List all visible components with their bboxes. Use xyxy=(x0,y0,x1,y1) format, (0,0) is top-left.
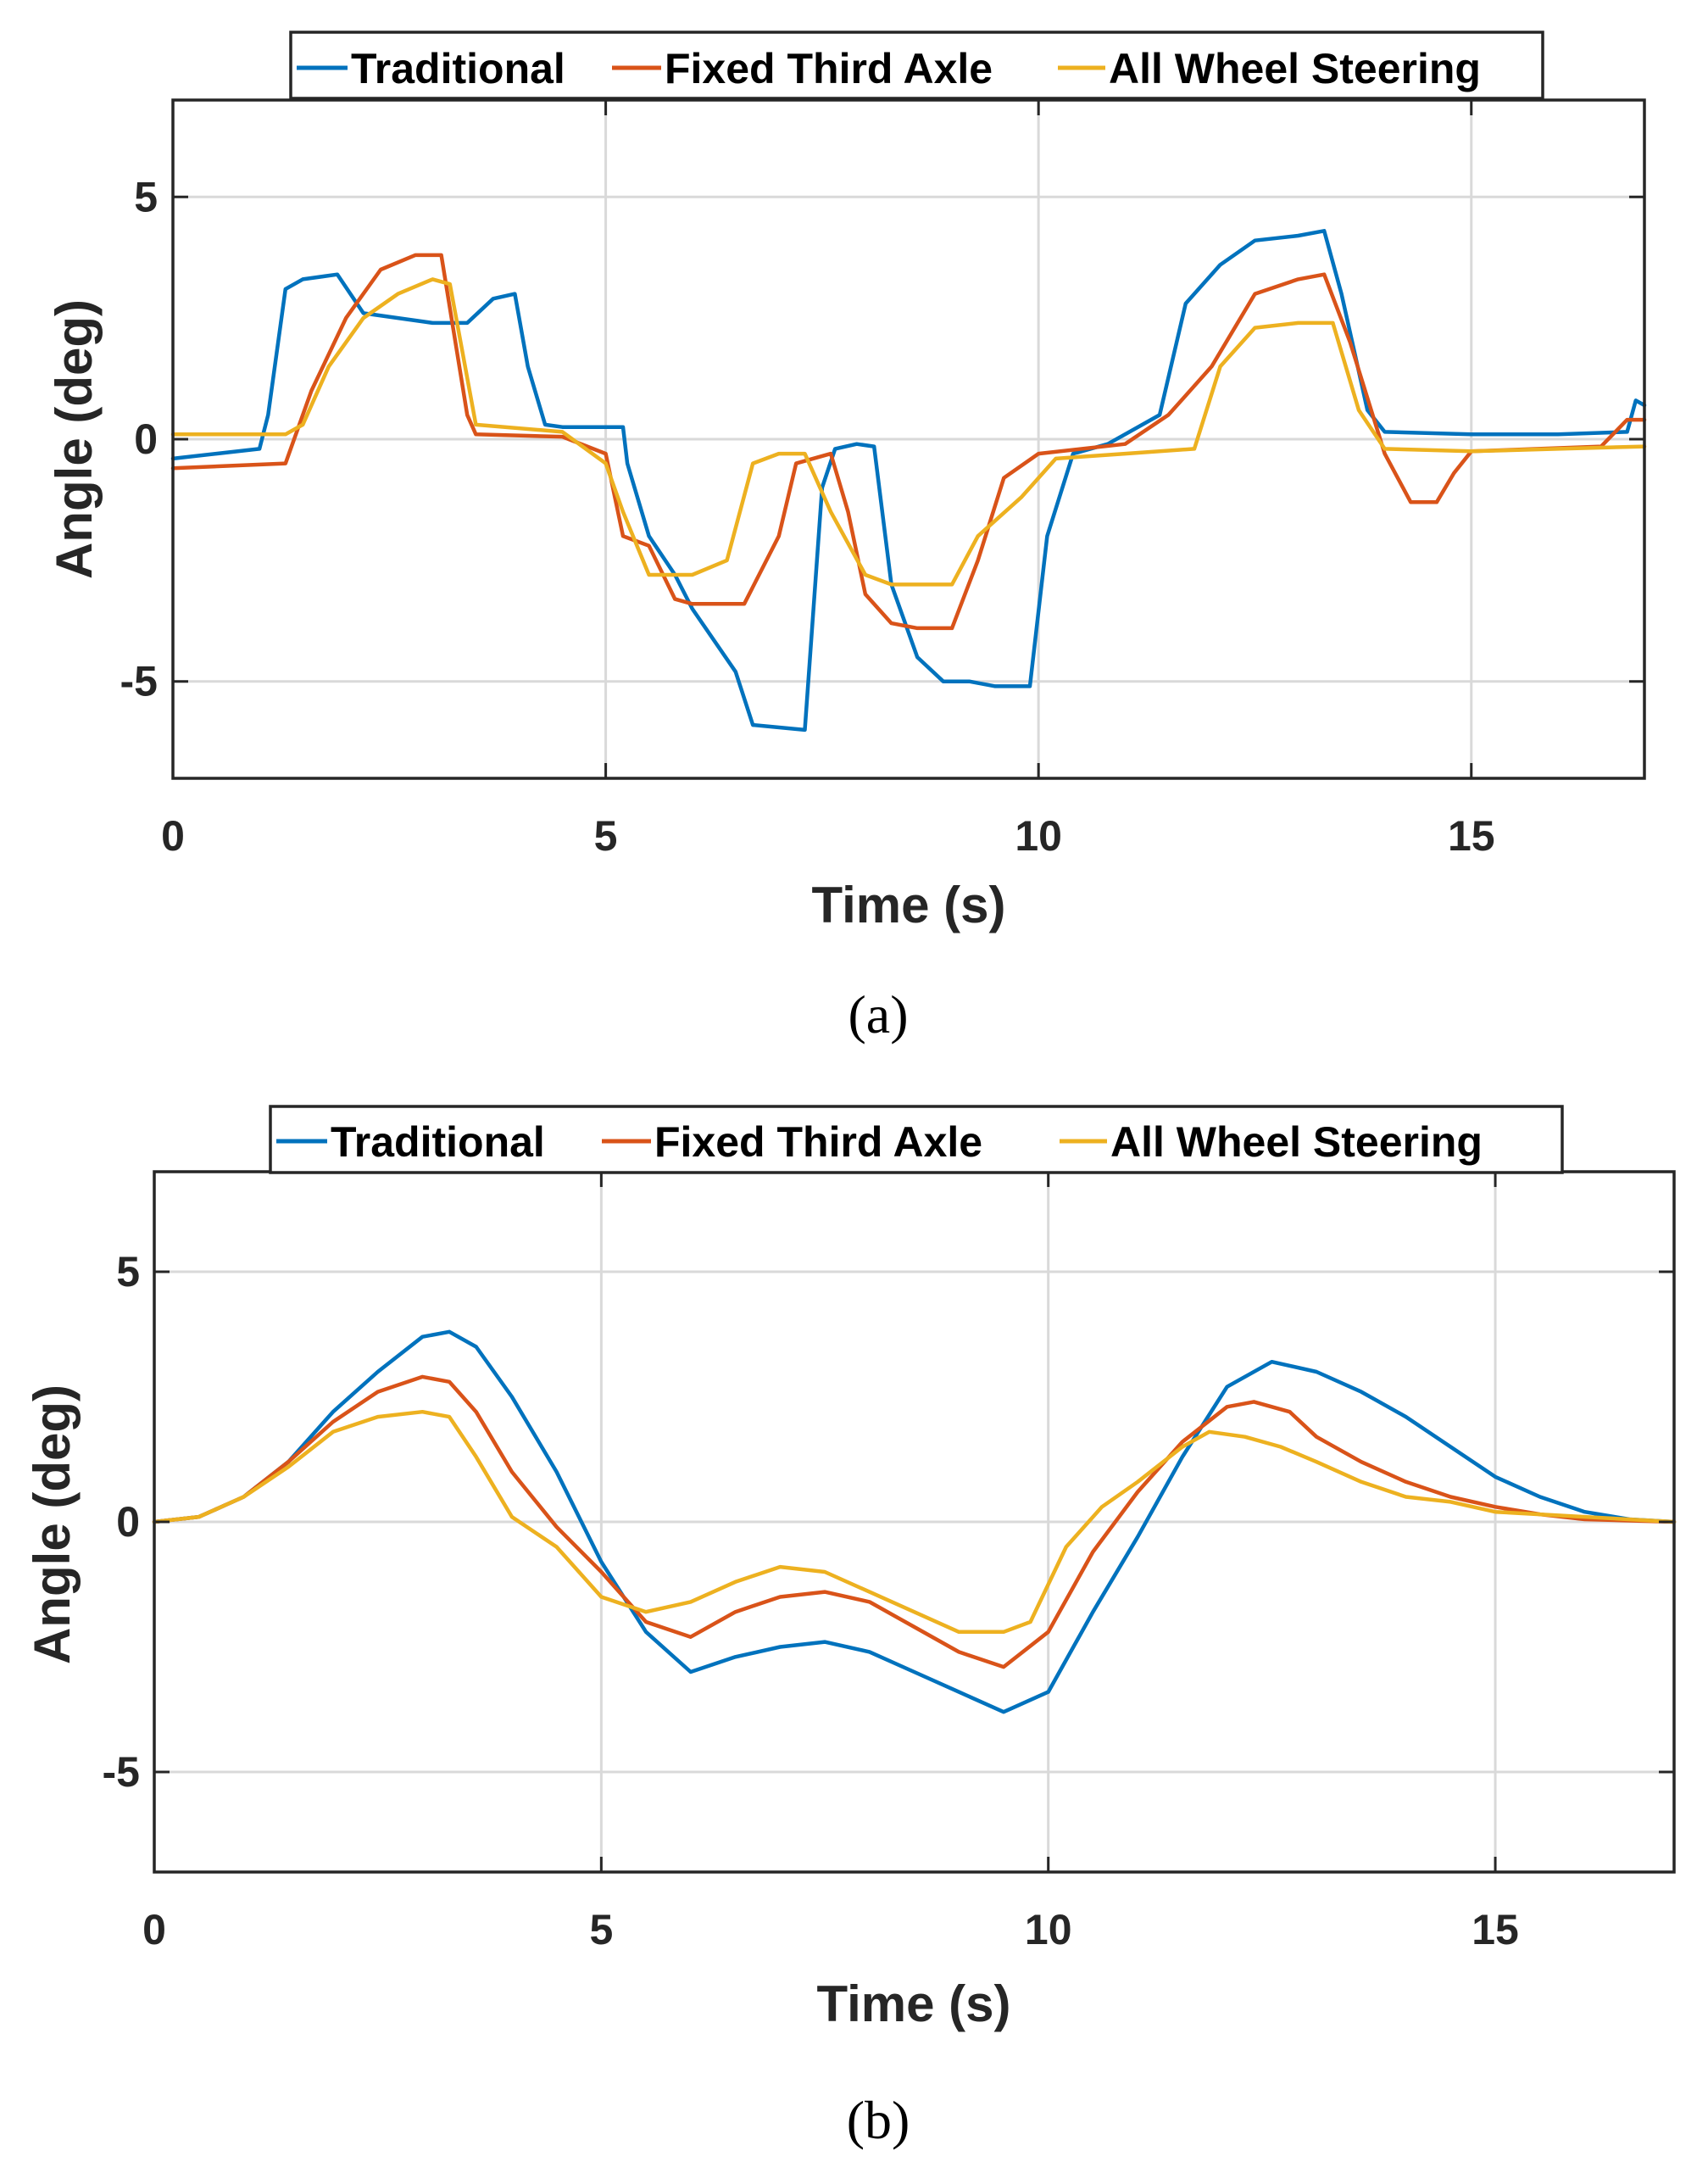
series-line-traditional xyxy=(152,1329,1677,1714)
caption-a: (a) xyxy=(848,984,908,1045)
grid xyxy=(173,100,1644,778)
tick-marks xyxy=(153,1172,1674,1872)
x-tick-label: 15 xyxy=(1472,1906,1519,1953)
series-line-all-wheel-steering xyxy=(152,1409,1677,1635)
x-tick-label: 10 xyxy=(1015,812,1062,860)
grid xyxy=(154,1172,1674,1872)
tick-marks xyxy=(171,100,1644,778)
x-axis-label: Time (s) xyxy=(812,877,1006,933)
series-group xyxy=(170,229,1647,733)
legend: Traditional Fixed Third Axle All Wheel S… xyxy=(269,1105,1564,1174)
series-line-all-wheel-steering xyxy=(170,277,1647,587)
y-tick-labels: -5 0 5 xyxy=(120,173,158,705)
legend-label-fixed-third-axle: Fixed Third Axle xyxy=(654,1118,982,1166)
y-tick-label: 0 xyxy=(134,415,158,463)
x-tick-label: 15 xyxy=(1448,812,1495,860)
caption-b: (b) xyxy=(847,2090,910,2150)
legend: Traditional Fixed Third Axle All Wheel S… xyxy=(289,31,1544,100)
x-tick-labels: 0 5 10 15 xyxy=(161,812,1494,860)
series-line-fixed-third-axle xyxy=(152,1374,1677,1669)
legend-label-fixed-third-axle: Fixed Third Axle xyxy=(665,45,993,92)
y-tick-label: 5 xyxy=(134,173,158,220)
y-tick-label: -5 xyxy=(120,658,158,705)
y-tick-label: 5 xyxy=(116,1248,140,1295)
legend-label-traditional: Traditional xyxy=(331,1118,545,1166)
x-tick-labels: 0 5 10 15 xyxy=(142,1906,1519,1953)
series-line-fixed-third-axle xyxy=(170,253,1647,631)
legend-box xyxy=(289,31,1544,100)
x-axis-label: Time (s) xyxy=(817,1975,1011,2032)
y-tick-label: 0 xyxy=(116,1498,140,1546)
chart-b: 0 5 10 15 -5 0 5 Time (s) Angle (deg) Tr… xyxy=(24,1105,1677,2150)
legend-box xyxy=(269,1105,1564,1174)
y-axis-label: Angle (deg) xyxy=(46,299,103,579)
series-line-traditional xyxy=(170,229,1647,733)
legend-label-all-wheel-steering: All Wheel Steering xyxy=(1110,1118,1483,1166)
series-group xyxy=(152,1329,1677,1714)
chart-a: 0 5 10 15 -5 0 5 Time (s) Angle (deg) Tr… xyxy=(46,31,1647,1045)
x-tick-label: 0 xyxy=(161,812,185,860)
x-tick-label: 0 xyxy=(142,1906,166,1953)
legend-label-all-wheel-steering: All Wheel Steering xyxy=(1109,45,1481,92)
x-tick-label: 5 xyxy=(589,1906,613,1953)
x-tick-label: 5 xyxy=(594,812,618,860)
y-axis-label: Angle (deg) xyxy=(24,1385,81,1664)
y-tick-label: -5 xyxy=(103,1748,140,1796)
legend-label-traditional: Traditional xyxy=(351,45,565,92)
x-tick-label: 10 xyxy=(1025,1906,1072,1953)
y-tick-labels: -5 0 5 xyxy=(103,1248,140,1796)
